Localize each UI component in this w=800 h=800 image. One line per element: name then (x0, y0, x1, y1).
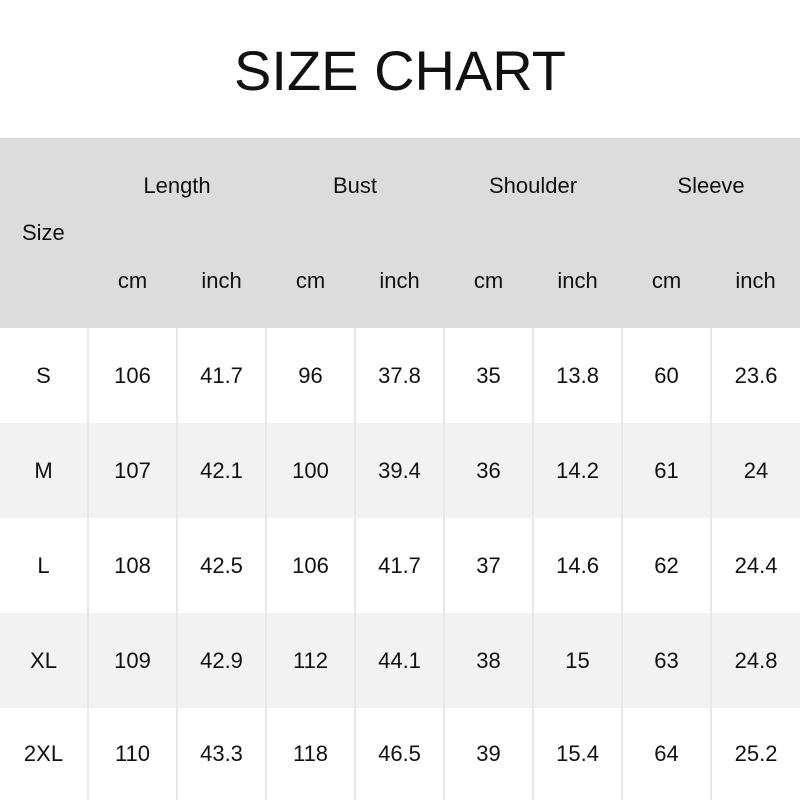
value-cell: 35 (443, 328, 534, 423)
header-unit: cm (266, 233, 356, 328)
header-sleeve: Sleeve (622, 138, 800, 233)
table-row: M 107 42.1 100 39.4 36 14.2 61 24 (0, 423, 800, 518)
value-cell: 44.1 (354, 613, 445, 708)
value-cell: 41.7 (175, 328, 267, 423)
value-cell: 39 (443, 708, 534, 800)
value-cell: 46.5 (354, 708, 445, 800)
table-row: XL 109 42.9 112 44.1 38 15 63 24.8 (0, 613, 800, 708)
value-cell: 14.2 (532, 423, 623, 518)
value-cell: 63 (621, 613, 712, 708)
value-cell: 42.9 (175, 613, 267, 708)
header-unit: inch (533, 233, 623, 328)
value-cell: 112 (265, 613, 356, 708)
value-cell: 36 (443, 423, 534, 518)
size-cell: XL (0, 613, 88, 708)
value-cell: 96 (265, 328, 356, 423)
value-cell: 62 (621, 518, 712, 613)
value-cell: 41.7 (354, 518, 445, 613)
header-unit: cm (444, 233, 534, 328)
value-cell: 15 (532, 613, 623, 708)
size-cell: M (0, 423, 88, 518)
value-cell: 100 (265, 423, 356, 518)
value-cell: 37.8 (354, 328, 445, 423)
value-cell: 109 (87, 613, 177, 708)
value-cell: 39.4 (354, 423, 445, 518)
value-cell: 24.8 (710, 613, 800, 708)
value-cell: 118 (265, 708, 356, 800)
value-cell: 43.3 (175, 708, 267, 800)
value-cell: 38 (443, 613, 534, 708)
table-row: L 108 42.5 106 41.7 37 14.6 62 24.4 (0, 518, 800, 613)
size-cell: S (36, 362, 51, 388)
value-cell: 24.4 (710, 518, 800, 613)
header-length: Length (88, 138, 267, 233)
header-unit: cm (88, 233, 177, 328)
header-unit: inch (177, 233, 267, 328)
value-cell: 108 (87, 518, 177, 613)
value-cell: 110 (87, 708, 177, 800)
size-cell: 2XL (23, 741, 64, 766)
value-cell: 24 (710, 423, 800, 518)
table-row: 2XL 110 43.3 118 46.5 39 15.4 64 25.2 (0, 708, 800, 800)
value-cell: 14.6 (532, 518, 623, 613)
value-cell: 106 (265, 518, 356, 613)
size-table: Size Length Bust Shoulder Sleeve cm inch… (0, 138, 800, 800)
page-title: SIZE CHART (234, 38, 566, 102)
header-unit: cm (622, 233, 712, 328)
size-cell: L (37, 552, 50, 578)
header-unit: inch (355, 233, 445, 328)
header-bust: Bust (266, 138, 445, 233)
value-cell: 60 (621, 328, 712, 423)
value-cell: 106 (87, 328, 177, 423)
value-cell: 13.8 (532, 328, 623, 423)
header-unit: inch (711, 233, 800, 328)
value-cell: 15.4 (532, 708, 623, 800)
header-row-units: cm inch cm inch cm inch cm inch (0, 233, 800, 328)
table-row: S 106 41.7 96 37.8 35 13.8 60 23.6 (0, 328, 800, 423)
value-cell: 37 (443, 518, 534, 613)
value-cell: 25.2 (710, 708, 800, 800)
value-cell: 42.5 (175, 518, 267, 613)
value-cell: 64 (621, 708, 712, 800)
value-cell: 107 (87, 423, 177, 518)
header-shoulder: Shoulder (444, 138, 623, 233)
value-cell: 23.6 (710, 328, 800, 423)
header-size: Size (0, 138, 88, 328)
value-cell: 61 (621, 423, 712, 518)
value-cell: 42.1 (175, 423, 267, 518)
header-row-groups: Size Length Bust Shoulder Sleeve (0, 138, 800, 328)
